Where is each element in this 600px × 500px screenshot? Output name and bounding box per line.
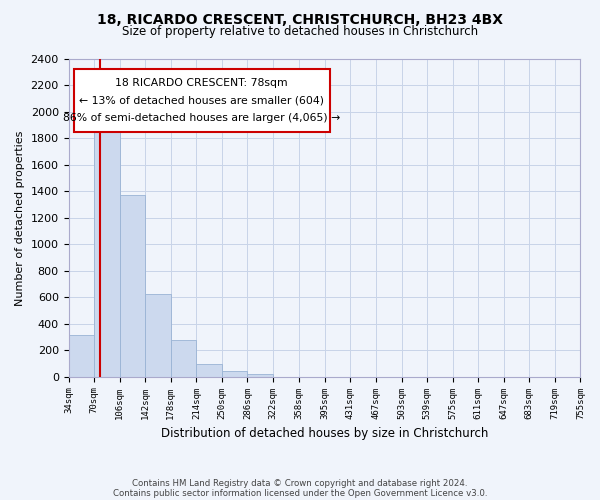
Y-axis label: Number of detached properties: Number of detached properties: [15, 130, 25, 306]
Text: 18 RICARDO CRESCENT: 78sqm: 18 RICARDO CRESCENT: 78sqm: [115, 78, 288, 88]
Bar: [145, 294, 171, 376]
Bar: [196, 364, 222, 376]
Text: ← 13% of detached houses are smaller (604): ← 13% of detached houses are smaller (60…: [79, 96, 324, 106]
Bar: [68, 335, 94, 376]
Text: Contains public sector information licensed under the Open Government Licence v3: Contains public sector information licen…: [113, 488, 487, 498]
Bar: [119, 194, 145, 376]
X-axis label: Distribution of detached houses by size in Christchurch: Distribution of detached houses by size …: [161, 427, 488, 440]
Bar: [247, 374, 273, 376]
FancyBboxPatch shape: [74, 68, 329, 132]
Bar: [222, 371, 247, 376]
Text: Contains HM Land Registry data © Crown copyright and database right 2024.: Contains HM Land Registry data © Crown c…: [132, 478, 468, 488]
Bar: [94, 118, 119, 376]
Text: 18, RICARDO CRESCENT, CHRISTCHURCH, BH23 4BX: 18, RICARDO CRESCENT, CHRISTCHURCH, BH23…: [97, 12, 503, 26]
Text: 86% of semi-detached houses are larger (4,065) →: 86% of semi-detached houses are larger (…: [63, 113, 340, 123]
Text: Size of property relative to detached houses in Christchurch: Size of property relative to detached ho…: [122, 25, 478, 38]
Bar: [171, 340, 196, 376]
